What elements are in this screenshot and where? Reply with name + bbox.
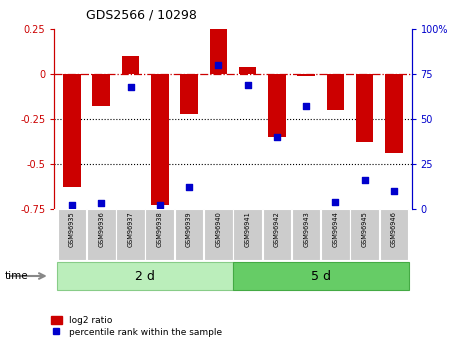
Point xyxy=(302,104,310,109)
Text: GSM96945: GSM96945 xyxy=(362,211,368,247)
Bar xyxy=(92,74,110,107)
Bar xyxy=(145,209,174,260)
Text: GSM96938: GSM96938 xyxy=(157,211,163,247)
Bar xyxy=(327,74,344,110)
Bar xyxy=(233,209,262,260)
Text: 5 d: 5 d xyxy=(311,269,331,283)
Text: GSM96941: GSM96941 xyxy=(245,211,251,247)
Text: GSM96939: GSM96939 xyxy=(186,211,192,247)
Bar xyxy=(298,74,315,76)
Text: time: time xyxy=(5,271,28,281)
Point xyxy=(97,200,105,206)
Bar xyxy=(63,74,81,187)
Point xyxy=(127,84,134,89)
Text: GSM96937: GSM96937 xyxy=(128,211,133,247)
Bar xyxy=(116,209,145,260)
Bar xyxy=(292,209,321,260)
Point xyxy=(361,177,368,183)
Bar xyxy=(380,209,408,260)
Bar xyxy=(263,209,291,260)
Bar xyxy=(210,29,227,74)
Bar xyxy=(151,74,168,205)
Text: GSM96935: GSM96935 xyxy=(69,211,75,247)
Point xyxy=(156,203,164,208)
Bar xyxy=(350,209,379,260)
Bar xyxy=(58,209,86,260)
Bar xyxy=(356,74,374,142)
Bar xyxy=(239,67,256,74)
Text: GSM96940: GSM96940 xyxy=(215,211,221,247)
Text: GSM96936: GSM96936 xyxy=(98,211,104,247)
Bar xyxy=(385,74,403,153)
Bar xyxy=(321,209,350,260)
Bar xyxy=(57,262,233,290)
Bar xyxy=(175,209,203,260)
Bar xyxy=(233,262,409,290)
Text: GSM96946: GSM96946 xyxy=(391,211,397,247)
Point xyxy=(244,82,251,88)
Bar xyxy=(204,209,233,260)
Point xyxy=(390,188,398,194)
Text: GSM96942: GSM96942 xyxy=(274,211,280,247)
Point xyxy=(185,185,193,190)
Bar xyxy=(268,74,286,137)
Point xyxy=(215,62,222,68)
Point xyxy=(332,199,339,204)
Text: 2 d: 2 d xyxy=(135,269,155,283)
Bar xyxy=(180,74,198,114)
Point xyxy=(273,134,280,140)
Point xyxy=(68,203,76,208)
Bar xyxy=(87,209,115,260)
Text: GSM96943: GSM96943 xyxy=(303,211,309,247)
Bar xyxy=(122,56,139,74)
Legend: log2 ratio, percentile rank within the sample: log2 ratio, percentile rank within the s… xyxy=(47,313,226,341)
Text: GDS2566 / 10298: GDS2566 / 10298 xyxy=(87,9,197,22)
Text: GSM96944: GSM96944 xyxy=(333,211,338,247)
